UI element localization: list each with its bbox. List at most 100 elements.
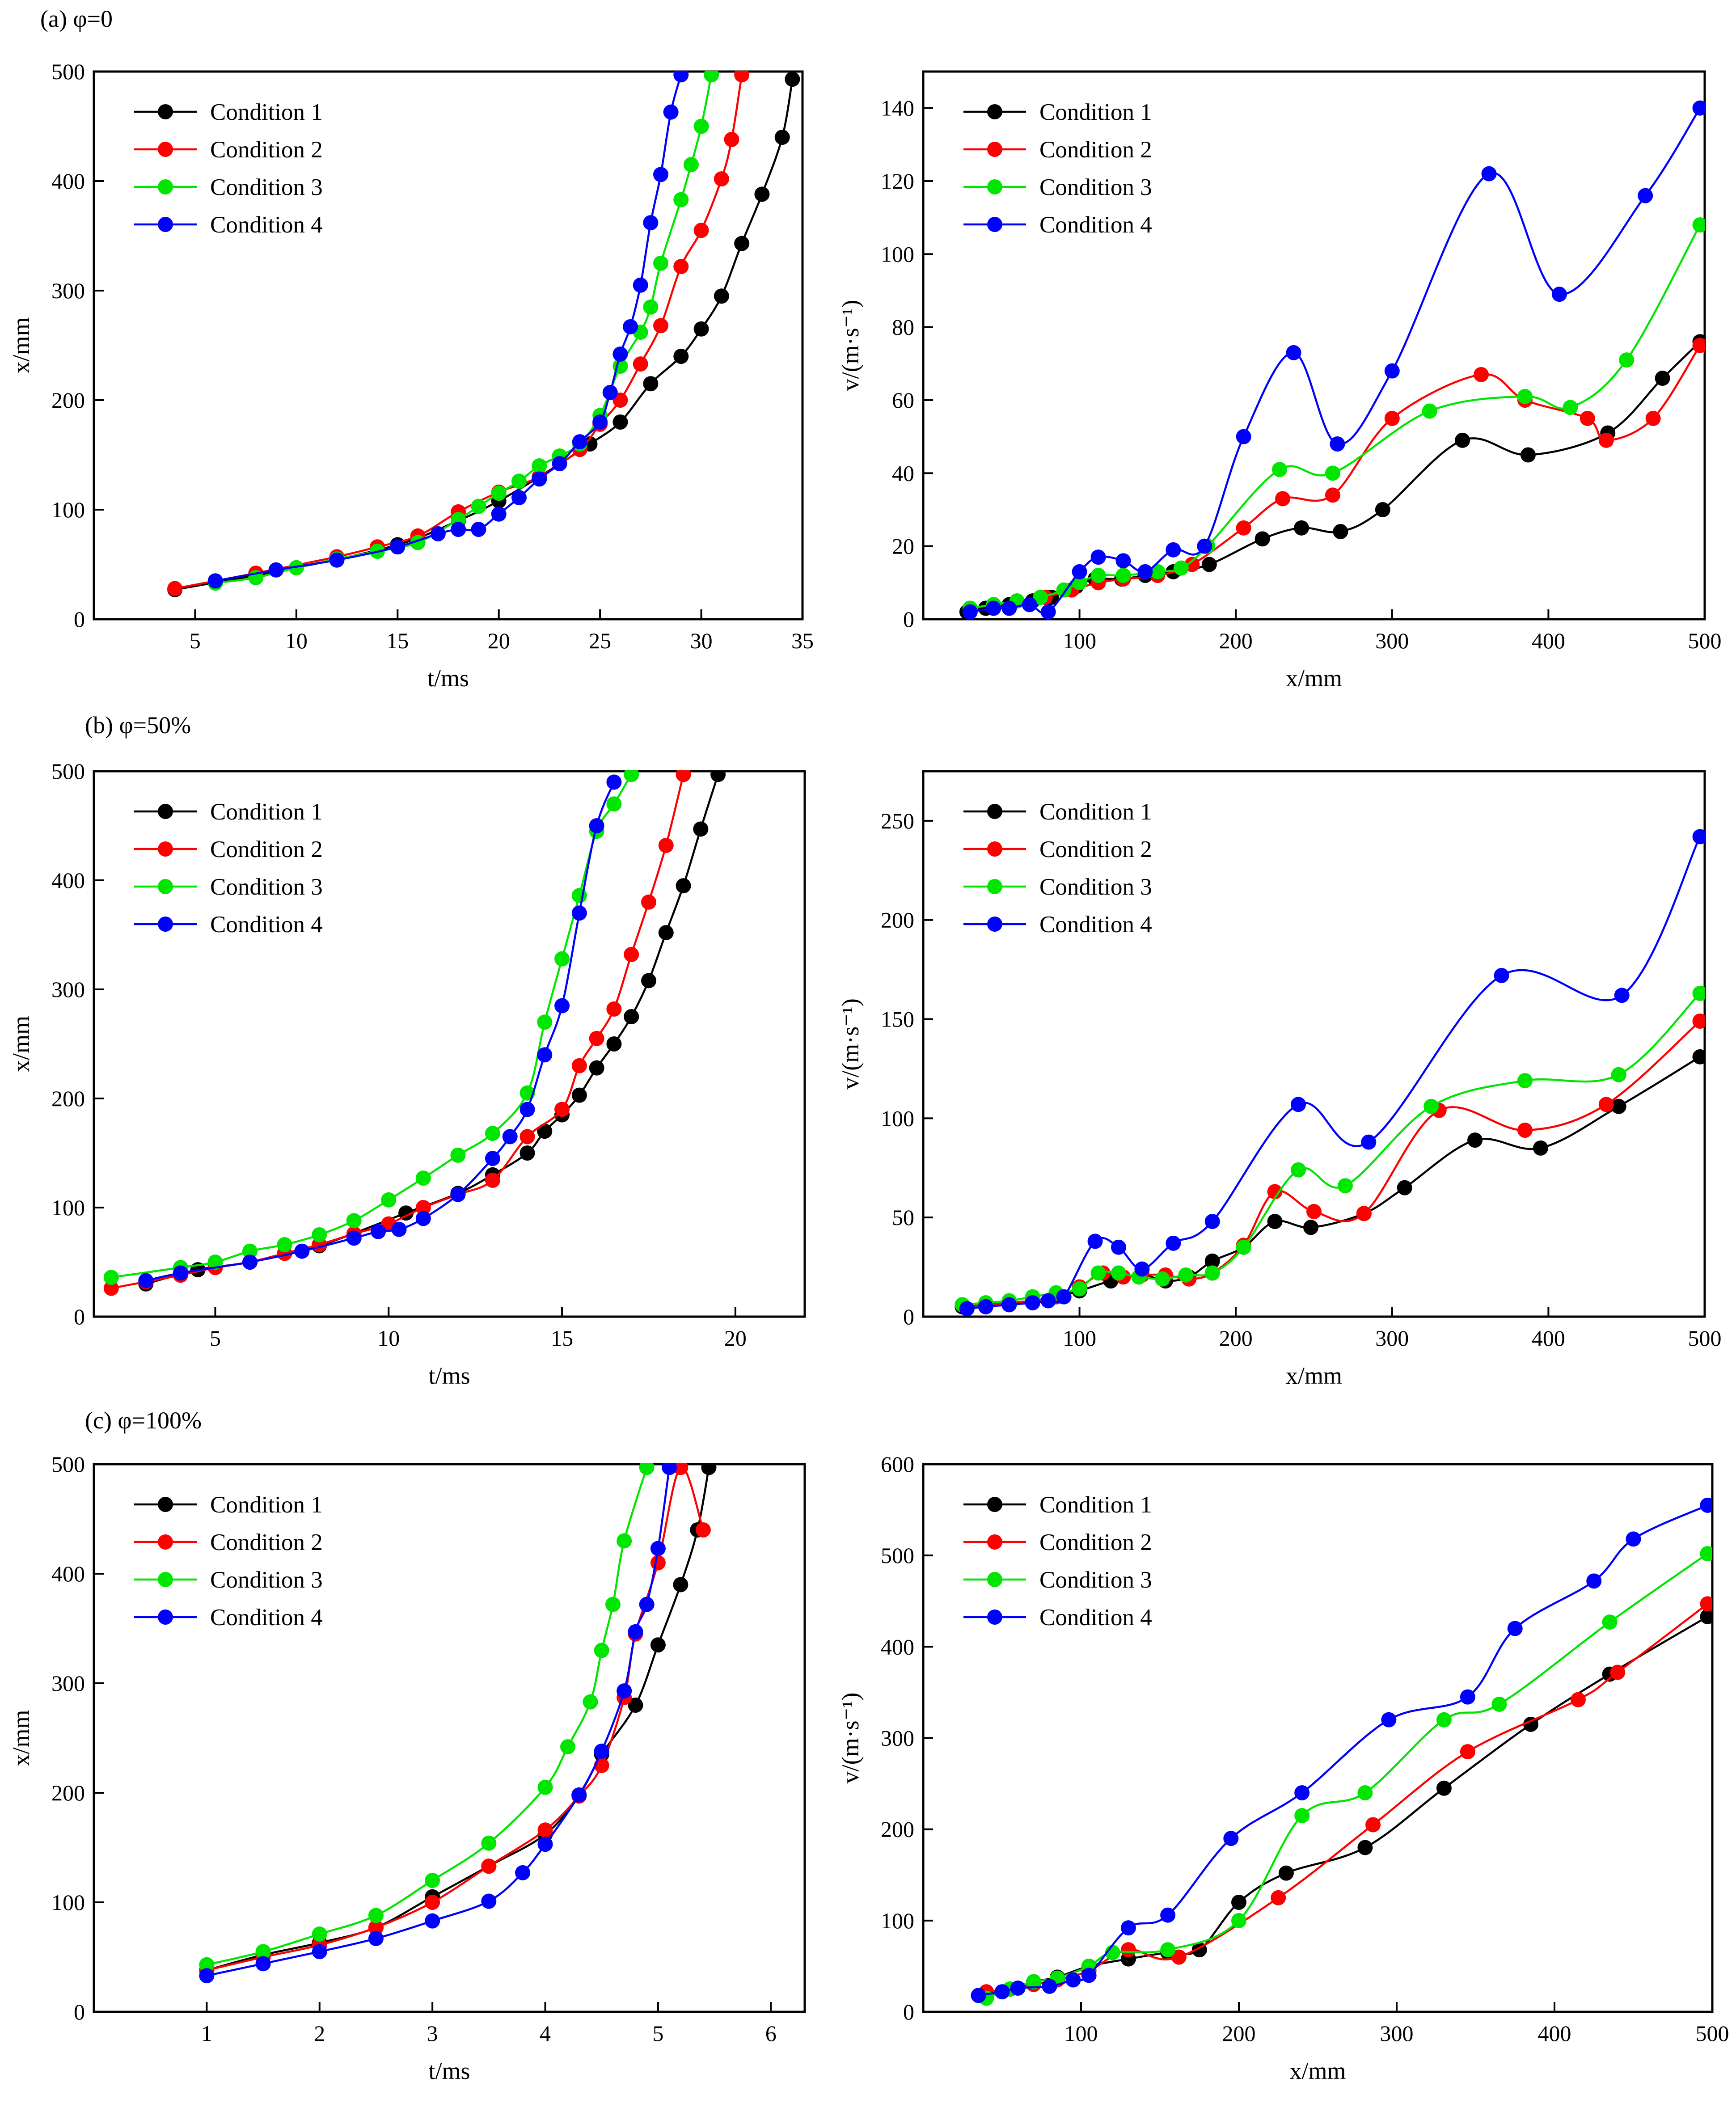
data-point xyxy=(415,1211,431,1226)
data-point xyxy=(1517,389,1533,404)
data-point xyxy=(1692,1013,1705,1029)
data-point xyxy=(994,1984,1010,2000)
data-point xyxy=(1033,590,1048,605)
data-point xyxy=(199,1957,215,1973)
data-point xyxy=(1381,1712,1397,1728)
legend-marker xyxy=(987,804,1002,819)
y-tick-label: 150 xyxy=(881,1007,914,1032)
data-point xyxy=(605,1597,621,1612)
data-point xyxy=(1236,1239,1251,1255)
data-point xyxy=(1204,1214,1220,1229)
legend-label: Condition 3 xyxy=(210,1567,323,1593)
series-3 xyxy=(103,770,639,1285)
series-3 xyxy=(962,217,1705,616)
data-point xyxy=(714,288,729,304)
y-tick-label: 500 xyxy=(881,1543,914,1568)
plot-area xyxy=(167,71,800,597)
data-point xyxy=(1614,988,1630,1003)
data-point xyxy=(633,277,648,293)
data-point xyxy=(1081,1968,1097,1983)
y-tick-label: 100 xyxy=(881,241,914,266)
data-point xyxy=(710,770,726,782)
x-tick-label: 20 xyxy=(724,1326,747,1351)
y-tick-label: 40 xyxy=(892,460,914,486)
data-point xyxy=(1586,1573,1602,1589)
data-point xyxy=(641,894,656,910)
data-point xyxy=(1507,1621,1523,1636)
data-point xyxy=(643,376,659,392)
data-point xyxy=(1294,1808,1310,1824)
x-tick-label: 4 xyxy=(540,2021,551,2046)
data-point xyxy=(537,1047,553,1063)
legend-marker xyxy=(158,142,173,157)
data-point xyxy=(255,1944,271,1960)
legend-marker xyxy=(987,104,1002,119)
data-point xyxy=(624,770,639,782)
data-point xyxy=(1481,166,1497,182)
legend-label: Condition 3 xyxy=(210,174,323,200)
legend-label: Condition 2 xyxy=(1039,1529,1152,1555)
y-tick-label: 300 xyxy=(881,1726,914,1751)
data-point xyxy=(1120,1942,1136,1958)
data-point xyxy=(1570,1692,1586,1707)
x-tick-label: 300 xyxy=(1380,2021,1414,2046)
series-1 xyxy=(979,1609,1712,2002)
data-point xyxy=(589,1031,604,1046)
data-point xyxy=(1204,1265,1220,1281)
data-point xyxy=(1423,1098,1439,1114)
series-line xyxy=(962,1056,1701,1308)
data-point xyxy=(673,1577,688,1592)
series-line xyxy=(967,836,1701,1310)
data-point xyxy=(1072,564,1087,579)
legend-marker xyxy=(158,841,173,857)
data-point xyxy=(594,1643,609,1658)
data-point xyxy=(658,925,674,941)
data-point xyxy=(606,1001,622,1017)
data-point xyxy=(1275,491,1291,507)
data-point xyxy=(1626,1531,1641,1547)
data-point xyxy=(612,414,628,430)
data-point xyxy=(368,1920,384,1935)
data-point xyxy=(502,1129,518,1145)
data-point xyxy=(1692,1049,1705,1064)
data-point xyxy=(1204,1253,1220,1269)
series-line xyxy=(986,1616,1708,1995)
y-tick-label: 400 xyxy=(51,169,85,194)
x-tick-label: 3 xyxy=(427,2021,438,2046)
data-point xyxy=(1325,487,1340,503)
x-axis-label: x/mm xyxy=(1289,2057,1346,2084)
data-point xyxy=(1436,1712,1452,1728)
data-point xyxy=(1692,985,1705,1001)
data-point xyxy=(1010,1980,1026,1996)
data-point xyxy=(537,1822,553,1838)
y-axis-label: x/mm xyxy=(8,317,34,373)
data-point xyxy=(415,1170,431,1186)
x-tick-label: 1 xyxy=(201,2021,212,2046)
y-tick-label: 0 xyxy=(903,1999,914,2024)
data-point xyxy=(138,1273,154,1288)
data-point xyxy=(1272,462,1288,477)
legend-marker xyxy=(987,179,1002,194)
legend-marker xyxy=(987,217,1002,232)
data-point xyxy=(1254,531,1270,547)
data-point xyxy=(673,349,689,364)
data-point xyxy=(1040,1293,1056,1309)
y-tick-label: 200 xyxy=(51,388,85,413)
data-point xyxy=(1692,338,1705,353)
data-point xyxy=(1700,1546,1712,1562)
data-point xyxy=(1700,1609,1712,1624)
series-1 xyxy=(955,1049,1705,1314)
data-point xyxy=(633,356,648,372)
data-point xyxy=(1025,1295,1040,1310)
data-point xyxy=(1692,217,1705,232)
data-point xyxy=(643,299,659,315)
legend-label: Condition 1 xyxy=(1039,799,1152,825)
y-tick-label: 500 xyxy=(51,1452,85,1477)
legend-marker xyxy=(987,917,1002,932)
data-point xyxy=(673,259,689,275)
data-point xyxy=(774,130,790,145)
x-tick-label: 10 xyxy=(377,1326,400,1351)
series-line xyxy=(962,1020,1701,1306)
data-point xyxy=(1598,1097,1614,1112)
legend-label: Condition 1 xyxy=(210,799,323,825)
